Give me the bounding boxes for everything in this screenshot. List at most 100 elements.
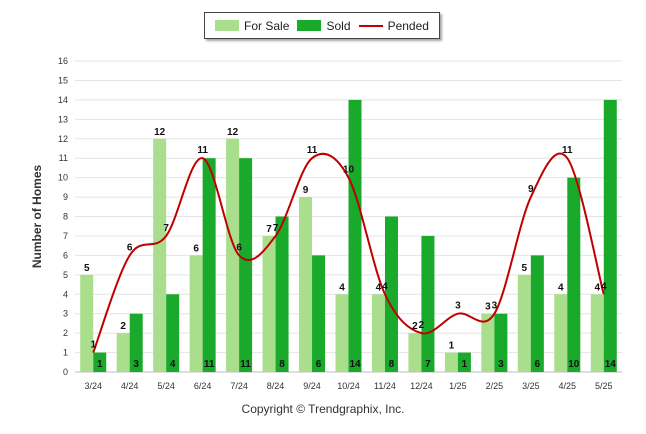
data-label-sold: 7 (425, 359, 431, 370)
data-label-for-sale: 9 (303, 185, 309, 196)
x-tick-label: 6/24 (194, 381, 212, 391)
data-label-pended: 11 (197, 145, 208, 156)
data-label-for-sale: 2 (120, 321, 126, 332)
data-label-for-sale: 2 (412, 321, 418, 332)
data-label-pended: 10 (343, 165, 355, 176)
bar-for-sale (590, 294, 604, 372)
copyright-text: Copyright © Trendgraphix, Inc. (241, 402, 405, 416)
bar-for-sale (371, 294, 385, 372)
bar-sold (348, 99, 362, 372)
data-label-sold: 14 (349, 359, 361, 370)
bar-sold (421, 235, 435, 372)
data-label-pended: 1 (90, 340, 96, 351)
x-tick-label: 5/24 (157, 381, 175, 391)
data-label-pended: 2 (419, 320, 425, 331)
pended-swatch (358, 24, 383, 27)
bar-for-sale (554, 294, 568, 372)
data-label-sold: 6 (535, 359, 541, 370)
x-tick-label: 12/24 (410, 381, 433, 391)
bar-for-sale (444, 352, 458, 372)
bar-for-sale (116, 333, 130, 372)
y-tick-label: 13 (58, 114, 68, 124)
data-label-for-sale: 12 (154, 127, 166, 138)
bar-for-sale (335, 294, 349, 372)
data-label-for-sale: 4 (376, 282, 382, 293)
x-tick-label: 5/25 (595, 381, 613, 391)
bar-for-sale (481, 313, 495, 372)
for-sale-swatch (215, 20, 240, 31)
bar-sold (457, 352, 471, 372)
data-label-pended: 6 (127, 242, 133, 253)
bar-sold (312, 255, 326, 372)
y-tick-label: 8 (63, 212, 68, 222)
data-label-sold: 1 (97, 359, 103, 370)
bar-sold (530, 255, 544, 372)
y-tick-label: 10 (58, 173, 68, 183)
x-tick-label: 3/25 (522, 381, 540, 391)
y-axis-title: Number of Homes (30, 165, 44, 269)
bar-sold (567, 177, 581, 372)
y-tick-label: 7 (63, 231, 68, 241)
bar-sold (202, 158, 216, 372)
x-tick-label: 3/24 (84, 381, 102, 391)
y-tick-label: 4 (63, 289, 68, 299)
data-label-sold: 14 (605, 359, 617, 370)
x-tick-label: 10/24 (337, 381, 360, 391)
data-label-pended: 11 (562, 145, 573, 156)
x-tick-label: 8/24 (267, 381, 285, 391)
data-label-for-sale: 4 (558, 282, 564, 293)
y-tick-label: 11 (59, 153, 68, 163)
y-tick-label: 3 (63, 309, 68, 319)
data-label-for-sale: 7 (266, 224, 272, 235)
data-label-for-sale: 6 (193, 243, 199, 254)
data-label-for-sale: 4 (339, 282, 345, 293)
legend-item-for-sale[interactable]: For Sale (215, 19, 289, 33)
legend-item-pended[interactable]: Pended (358, 18, 429, 33)
data-label-pended: 11 (307, 145, 318, 156)
y-tick-label: 9 (63, 192, 68, 202)
data-label-sold: 11 (240, 359, 251, 370)
legend-label-pended: Pended (387, 18, 429, 33)
y-tick-label: 5 (63, 270, 68, 280)
bar-for-sale (153, 138, 167, 372)
sold-swatch (297, 20, 322, 31)
data-label-sold: 11 (204, 359, 215, 370)
data-label-for-sale: 5 (522, 263, 528, 274)
data-label-sold: 6 (316, 359, 322, 370)
bar-for-sale (517, 274, 531, 372)
x-tick-label: 2/25 (486, 381, 504, 391)
data-label-sold: 8 (389, 359, 395, 370)
data-label-pended: 7 (273, 223, 279, 234)
data-label-sold: 3 (133, 359, 139, 370)
data-label-for-sale: 1 (449, 341, 455, 352)
data-label-sold: 8 (279, 359, 285, 370)
data-label-pended: 3 (455, 301, 461, 312)
bar-for-sale (189, 255, 203, 372)
data-label-for-sale: 3 (485, 302, 491, 313)
data-label-pended: 7 (163, 223, 169, 234)
bar-sold (603, 99, 617, 372)
legend-label-sold: Sold (326, 18, 351, 33)
bar-sold (384, 216, 398, 372)
data-label-pended: 6 (236, 242, 242, 253)
chart-legend: For Sale Sold Pended (204, 12, 440, 39)
bar-for-sale (299, 197, 313, 372)
x-tick-label: 9/24 (303, 381, 321, 391)
data-label-for-sale: 4 (594, 282, 600, 293)
x-tick-label: 11/24 (374, 381, 396, 391)
data-label-pended: 4 (601, 281, 607, 292)
bar-sold (166, 294, 180, 372)
bar-for-sale (262, 235, 276, 372)
bar-sold (239, 158, 253, 372)
y-tick-label: 16 (58, 56, 68, 66)
x-tick-label: 4/24 (121, 381, 139, 391)
x-tick-label: 1/25 (449, 381, 467, 391)
legend-item-sold[interactable]: Sold (297, 18, 351, 33)
bar-sold (275, 216, 289, 372)
bar-for-sale (226, 138, 240, 372)
data-label-for-sale: 12 (227, 127, 239, 138)
bar-for-sale (408, 333, 422, 372)
y-tick-label: 14 (58, 95, 68, 105)
bar-sold (129, 313, 143, 372)
